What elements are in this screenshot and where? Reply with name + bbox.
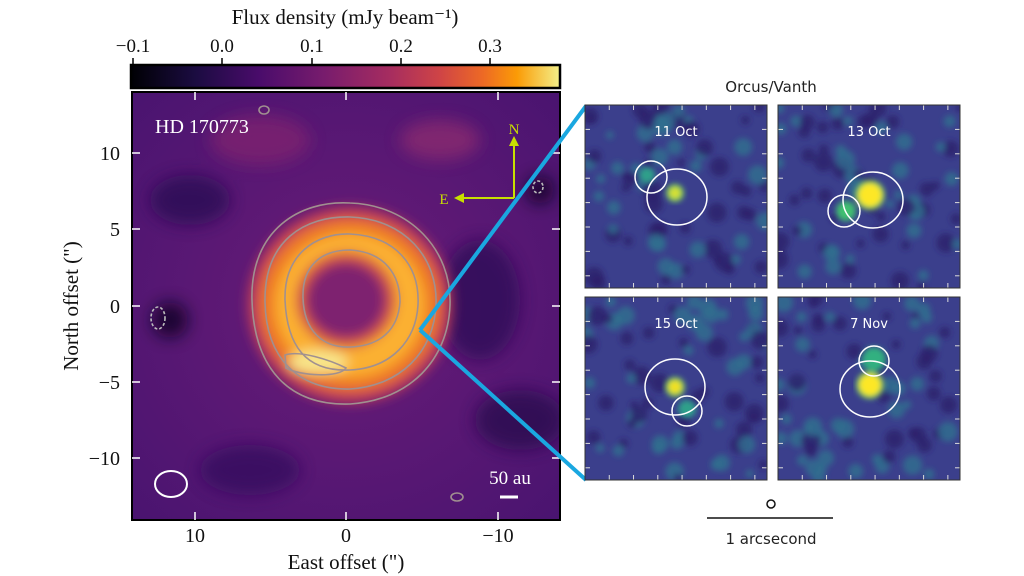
compass-north-label: N <box>509 122 520 138</box>
y-tick-label: 5 <box>110 219 120 241</box>
colorbar-tick-label: 0.2 <box>389 36 413 57</box>
vanth-source <box>639 167 655 183</box>
colorbar-gradient <box>129 63 562 90</box>
beam-circle <box>766 499 776 509</box>
orcus-circle <box>646 168 708 226</box>
scale-bar-label: 50 au <box>489 468 531 489</box>
compass-east-label: E <box>439 192 448 208</box>
vanth-circle <box>858 345 890 377</box>
orcus-source <box>669 187 681 199</box>
colorbar-tick-label: 0.1 <box>300 36 324 57</box>
orcus-source <box>859 374 881 396</box>
frame-date-label: 15 Oct <box>654 317 697 332</box>
vanth-source <box>862 347 886 371</box>
colorbar-tick-label: 0.0 <box>210 36 234 57</box>
orcus-frame: 11 Oct <box>584 104 768 289</box>
frame-date-label: 11 Oct <box>654 125 697 140</box>
beam-ellipse <box>154 470 188 498</box>
y-tick-label: −5 <box>99 372 120 394</box>
target-label: HD 170773 <box>155 116 249 138</box>
colorbar-tick-label: 0.3 <box>478 36 502 57</box>
debris-disk-image <box>132 92 560 520</box>
x-tick-label: −10 <box>482 525 513 547</box>
orcus-vanth-title: Orcus/Vanth <box>725 78 816 96</box>
orcus-circle <box>839 360 901 418</box>
orcus-frame: 13 Oct <box>777 104 961 289</box>
vanth-circle <box>634 160 668 194</box>
compass <box>454 136 519 203</box>
y-tick-label: 10 <box>100 143 120 165</box>
colorbar-title: Flux density (mJy beam⁻¹) <box>232 5 459 29</box>
colorbar: Flux density (mJy beam⁻¹) −0.1 0.0 0.1 0… <box>116 5 562 90</box>
orcus-circle <box>842 171 904 229</box>
frame-date-label: 7 Nov <box>850 317 888 332</box>
arcsecond-scale-label: 1 arcsecond <box>725 530 816 548</box>
orcus-frame: 7 Nov <box>777 296 961 481</box>
colorbar-tick-label: −0.1 <box>116 36 150 57</box>
orcus-source <box>668 380 682 394</box>
vanth-circle <box>671 395 703 427</box>
y-tick-label: −10 <box>89 448 120 470</box>
contours <box>150 105 544 502</box>
zoom-connector <box>418 104 588 482</box>
y-tick-label: 0 <box>110 296 120 318</box>
orcus-source <box>858 183 882 207</box>
vanth-circle <box>827 194 861 228</box>
orcus-circle <box>644 358 706 416</box>
y-axis-label: North offset (") <box>59 241 83 371</box>
x-tick-label: 10 <box>185 525 205 547</box>
orcus-frame: 15 Oct <box>584 296 768 481</box>
x-tick-label: 0 <box>341 525 351 547</box>
frame-date-label: 13 Oct <box>847 125 890 140</box>
x-axis-label: East offset (") <box>288 550 405 574</box>
